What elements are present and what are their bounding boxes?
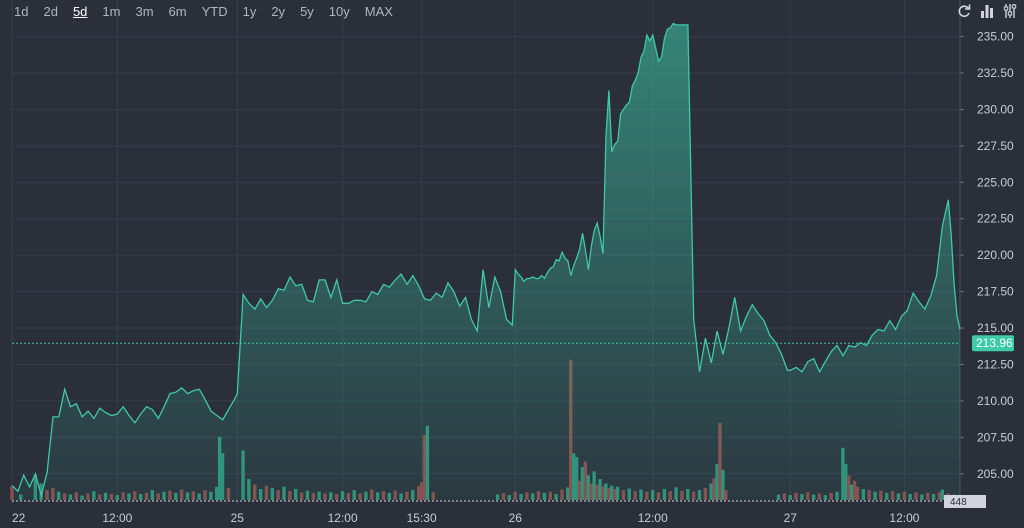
y-tick-label: 230.00 <box>977 102 1014 116</box>
bar-chart-icon[interactable] <box>979 2 995 20</box>
range-selector: 1d 2d 5d 1m 3m 6m YTD 1y 2y 5y 10y MAX <box>0 0 408 24</box>
y-tick-label: 225.00 <box>977 175 1014 189</box>
y-tick-label: 207.50 <box>977 430 1014 444</box>
x-tick-label: 22 <box>12 511 26 525</box>
x-tick-label: 27 <box>784 511 798 525</box>
x-tick-label: 25 <box>231 511 245 525</box>
range-button-3m[interactable]: 3m <box>135 4 154 19</box>
price-line <box>11 22 961 499</box>
x-tick-label: 26 <box>509 511 523 525</box>
y-tick-label: 217.50 <box>977 285 1014 299</box>
y-tick-label: 215.00 <box>977 321 1014 335</box>
y-tick-label: 220.00 <box>977 248 1014 262</box>
range-button-2d[interactable]: 2d <box>43 4 58 19</box>
price-axis[interactable]: 205.00 207.50 210.00 212.50 215.00 217.50 220.… <box>977 30 1014 481</box>
volume-label: 448 <box>950 497 967 508</box>
volume-bar <box>10 486 14 500</box>
last-price-tag: 213.96 <box>972 335 1014 352</box>
range-button-10y[interactable]: 10y <box>328 4 350 19</box>
y-tick-label: 227.50 <box>977 139 1014 153</box>
range-button-max[interactable]: MAX <box>364 4 393 19</box>
x-tick-label: 12:00 <box>328 511 358 525</box>
price-area <box>12 23 960 500</box>
range-button-5y[interactable]: 5y <box>300 4 314 19</box>
x-tick-label: 15:30 <box>407 511 437 525</box>
range-button-5d[interactable]: 5d <box>72 4 88 19</box>
time-axis[interactable]: 22 12:00 25 12:00 15:30 26 12:00 27 12:00 <box>12 511 920 525</box>
chart-toolbar <box>956 2 1018 20</box>
y-tick-label: 235.00 <box>977 30 1014 44</box>
x-tick-label: 12:00 <box>638 511 668 525</box>
last-price-label: 213.96 <box>976 336 1013 350</box>
refresh-icon[interactable] <box>956 2 972 20</box>
volume-tag: 448 <box>944 495 986 508</box>
settings-sliders-icon[interactable] <box>1002 2 1018 20</box>
range-button-1m[interactable]: 1m <box>102 4 121 19</box>
y-tick-label: 222.50 <box>977 212 1014 226</box>
volume-bar <box>39 483 43 500</box>
x-tick-label: 12:00 <box>889 511 919 525</box>
y-tick-label: 205.00 <box>977 467 1014 481</box>
range-button-ytd[interactable]: YTD <box>201 4 228 19</box>
range-button-6m[interactable]: 6m <box>168 4 187 19</box>
y-tick-label: 212.50 <box>977 357 1014 371</box>
range-button-1d[interactable]: 1d <box>14 4 29 19</box>
x-tick-label: 12:00 <box>102 511 132 525</box>
y-tick-label: 210.00 <box>977 394 1014 408</box>
range-button-2y[interactable]: 2y <box>271 4 286 19</box>
range-button-1y[interactable]: 1y <box>242 4 257 19</box>
y-tick-label: 232.50 <box>977 66 1014 80</box>
